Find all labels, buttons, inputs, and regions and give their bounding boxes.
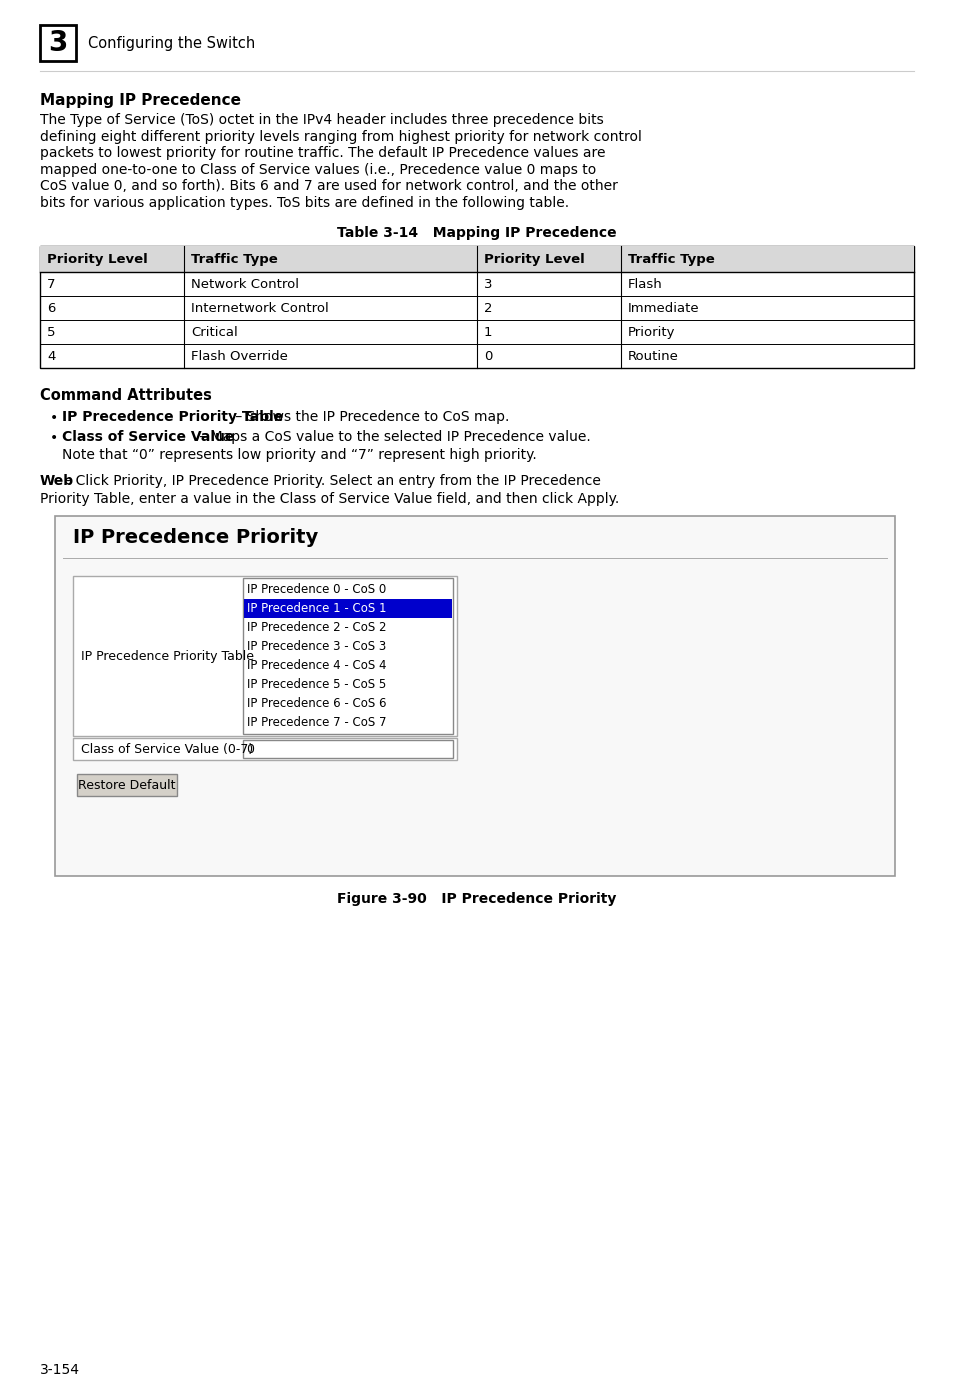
Bar (77, 775, 177, 795)
Text: IP Precedence 3 - CoS 3: IP Precedence 3 - CoS 3 (247, 640, 386, 652)
Text: CoS value 0, and so forth). Bits 6 and 7 are used for network control, and the o: CoS value 0, and so forth). Bits 6 and 7… (40, 179, 618, 193)
Text: mapped one-to-one to Class of Service values (i.e., Precedence value 0 maps to: mapped one-to-one to Class of Service va… (40, 162, 596, 176)
Text: defining eight different priority levels ranging from highest priority for netwo: defining eight different priority levels… (40, 129, 641, 143)
Text: Network Control: Network Control (191, 278, 299, 290)
Text: Internetwork Control: Internetwork Control (191, 301, 329, 315)
Text: IP Precedence Priority Table: IP Precedence Priority Table (81, 650, 253, 662)
Text: Flash: Flash (628, 278, 662, 290)
Bar (73, 576, 456, 736)
Text: Class of Service Value (0-7): Class of Service Value (0-7) (81, 743, 253, 755)
Text: 5: 5 (47, 326, 55, 339)
Text: 3-154: 3-154 (40, 1363, 80, 1377)
Text: Traffic Type: Traffic Type (191, 253, 277, 265)
Text: 3: 3 (49, 29, 68, 57)
Text: Mapping IP Precedence: Mapping IP Precedence (40, 93, 241, 108)
Text: Priority Level: Priority Level (47, 253, 148, 265)
Text: •: • (50, 411, 58, 425)
Bar (40, 246, 913, 272)
Text: Critical: Critical (191, 326, 237, 339)
Text: packets to lowest priority for routine traffic. The default IP Precedence values: packets to lowest priority for routine t… (40, 146, 605, 160)
Text: 3: 3 (483, 278, 492, 290)
Text: IP Precedence 4 - CoS 4: IP Precedence 4 - CoS 4 (247, 659, 386, 672)
Text: Table 3-14   Mapping IP Precedence: Table 3-14 Mapping IP Precedence (336, 226, 617, 240)
Text: 4: 4 (47, 350, 55, 362)
Bar (73, 738, 456, 761)
Bar (243, 577, 453, 734)
Bar (244, 600, 452, 618)
Text: – Shows the IP Precedence to CoS map.: – Shows the IP Precedence to CoS map. (232, 409, 509, 423)
Text: 0: 0 (246, 743, 253, 755)
Text: bits for various application types. ToS bits are defined in the following table.: bits for various application types. ToS … (40, 196, 569, 210)
Text: Priority Table, enter a value in the Class of Service Value field, and then clic: Priority Table, enter a value in the Cla… (40, 491, 618, 507)
Text: Command Attributes: Command Attributes (40, 389, 212, 403)
Text: 2: 2 (483, 301, 492, 315)
Text: Figure 3-90   IP Precedence Priority: Figure 3-90 IP Precedence Priority (337, 892, 616, 906)
Bar (243, 740, 453, 758)
Text: IP Precedence Priority Table: IP Precedence Priority Table (62, 409, 283, 423)
Text: Class of Service Value: Class of Service Value (62, 430, 234, 444)
Text: Configuring the Switch: Configuring the Switch (88, 36, 255, 50)
Text: – Click Priority, IP Precedence Priority. Select an entry from the IP Precedence: – Click Priority, IP Precedence Priority… (60, 473, 600, 489)
Text: IP Precedence 0 - CoS 0: IP Precedence 0 - CoS 0 (247, 583, 386, 595)
Text: Restore Default: Restore Default (78, 779, 175, 791)
Text: Routine: Routine (628, 350, 679, 362)
Bar (55, 516, 894, 876)
Text: IP Precedence 2 - CoS 2: IP Precedence 2 - CoS 2 (247, 620, 386, 634)
Text: IP Precedence 7 - CoS 7: IP Precedence 7 - CoS 7 (247, 716, 386, 729)
Text: Immediate: Immediate (628, 301, 700, 315)
Text: 6: 6 (47, 301, 55, 315)
Text: IP Precedence 6 - CoS 6: IP Precedence 6 - CoS 6 (247, 697, 386, 711)
Text: – Maps a CoS value to the selected IP Precedence value.: – Maps a CoS value to the selected IP Pr… (195, 430, 590, 444)
Text: Priority Level: Priority Level (483, 253, 584, 265)
Text: The Type of Service (ToS) octet in the IPv4 header includes three precedence bit: The Type of Service (ToS) octet in the I… (40, 112, 603, 126)
Text: Flash Override: Flash Override (191, 350, 288, 362)
Text: 1: 1 (483, 326, 492, 339)
Text: 0: 0 (483, 350, 492, 362)
Bar (40, 246, 913, 368)
Text: IP Precedence 5 - CoS 5: IP Precedence 5 - CoS 5 (247, 677, 386, 691)
Text: 7: 7 (47, 278, 55, 290)
Bar (40, 25, 76, 61)
Text: Traffic Type: Traffic Type (628, 253, 714, 265)
Text: Note that “0” represents low priority and “7” represent high priority.: Note that “0” represents low priority an… (62, 448, 537, 462)
Text: Priority: Priority (628, 326, 675, 339)
Text: •: • (50, 432, 58, 446)
Text: IP Precedence Priority: IP Precedence Priority (73, 527, 318, 547)
Text: IP Precedence 1 - CoS 1: IP Precedence 1 - CoS 1 (247, 602, 386, 615)
Text: Web: Web (40, 473, 74, 489)
